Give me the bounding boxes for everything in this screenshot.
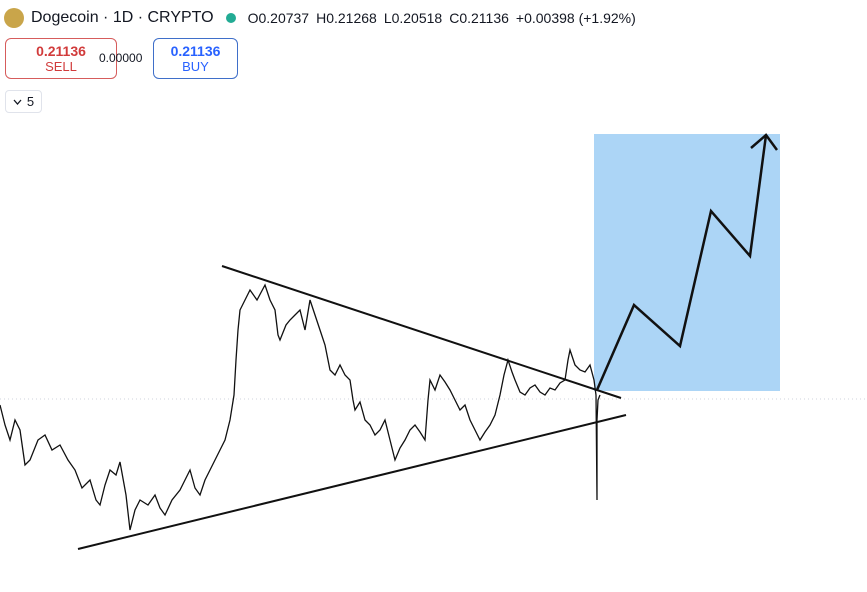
symbol[interactable]: Dogecoin · 1D · CRYPTO: [31, 9, 214, 26]
buy-price: 0.21136: [170, 42, 221, 59]
spread: 0.00000: [99, 51, 143, 65]
arrow-head: [750, 133, 779, 151]
indicator-count: 5: [26, 94, 35, 109]
open: O0.20737: [247, 9, 310, 26]
support-line: [77, 414, 627, 550]
ohlc: O0.20737 H0.21268 L0.20518 C0.21136 +0.00398…: [248, 10, 643, 27]
sell-price: 0.21136: [36, 42, 86, 59]
buy-label: BUY: [182, 58, 209, 74]
chevron: [13, 99, 22, 105]
low: L0.20518: [383, 9, 443, 26]
symbol-header: Dogecoin · 1D · CRYPTO O0.20737 H0.21268 L…: [4, 6, 643, 30]
indicators-toggle[interactable]: 5: [5, 90, 42, 113]
market-status: [225, 13, 236, 23]
change: +0.00398 (+1.92%): [515, 9, 636, 26]
high: H0.21268: [316, 9, 377, 26]
projection-arrow: [595, 134, 768, 391]
resistance-line: [221, 265, 622, 399]
price-trace: [0, 283, 601, 531]
coin-icon: [4, 8, 24, 28]
target-zone: [594, 134, 780, 391]
sell-label: SELL: [45, 58, 77, 74]
buy-button[interactable]: 0.21136 BUY: [153, 38, 238, 79]
close: C0.21136: [449, 9, 509, 26]
sell-button[interactable]: 0.21136 SELL: [5, 38, 117, 79]
